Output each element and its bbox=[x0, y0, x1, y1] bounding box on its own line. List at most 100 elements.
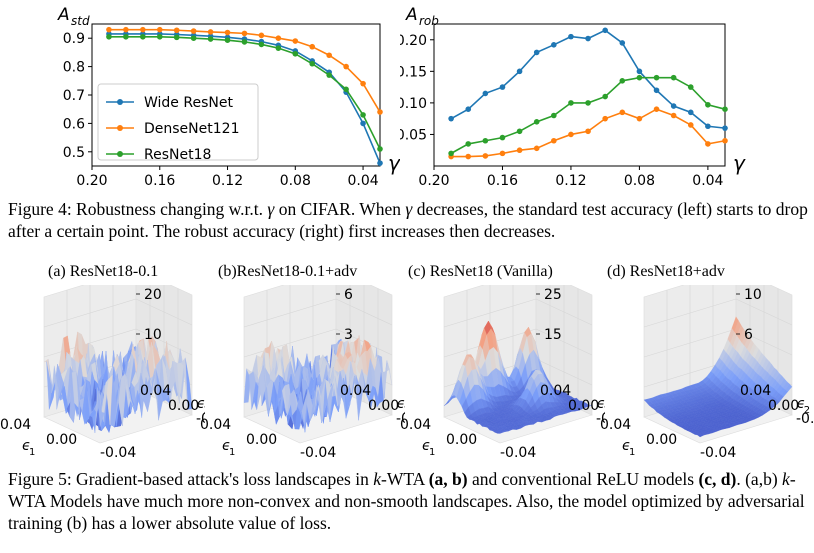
x-tick-label: 0.16 bbox=[487, 173, 518, 189]
data-point bbox=[551, 112, 557, 119]
data-point bbox=[533, 119, 540, 125]
e1-axis-label: ϵ bbox=[222, 438, 231, 454]
data-point bbox=[722, 137, 728, 144]
data-point bbox=[516, 147, 523, 154]
z-tick-label: 6 bbox=[344, 287, 353, 303]
e2-axis-label: ϵ bbox=[597, 396, 605, 412]
data-point bbox=[207, 36, 214, 42]
x-tick-label: 0.20 bbox=[76, 173, 107, 189]
std-accuracy-chart: 0.20 0.16 0.12 0.08 0.04 0.5 0.6 0.7 0.8 0.9 A std γ… bbox=[57, 5, 400, 189]
legend-marker bbox=[117, 99, 123, 105]
data-point bbox=[551, 42, 557, 48]
legend-marker bbox=[117, 125, 123, 131]
legend-label: Wide ResNet bbox=[144, 95, 233, 111]
data-point bbox=[705, 141, 711, 147]
series-line bbox=[450, 76, 726, 155]
e1-tick-label: 0.04 bbox=[400, 417, 431, 433]
x-tick-label: 0.04 bbox=[347, 173, 378, 189]
x-axis-label: γ bbox=[388, 151, 400, 175]
data-point bbox=[722, 125, 728, 131]
z-tick-label: 3 bbox=[344, 327, 353, 343]
x-tick-label: 0.12 bbox=[212, 173, 243, 189]
data-point bbox=[568, 100, 574, 106]
x-tick-label: 0.08 bbox=[624, 173, 655, 189]
data-point bbox=[568, 131, 574, 138]
e2-tick-label: 0.00 bbox=[368, 398, 399, 414]
e1-axis-sub: 1 bbox=[629, 447, 635, 458]
data-point bbox=[224, 37, 231, 43]
data-point bbox=[241, 39, 248, 45]
x-tick-label: 0.08 bbox=[280, 173, 311, 189]
data-point bbox=[636, 115, 643, 122]
data-point bbox=[670, 103, 677, 109]
y-axis-label: A bbox=[57, 5, 70, 25]
subplot-title-c: (c) ResNet18 (Vanilla) bbox=[408, 263, 553, 280]
x-tick-label: 0.20 bbox=[418, 173, 449, 189]
legend-label: ResNet18 bbox=[144, 147, 211, 163]
e1-tick-label: 0.00 bbox=[446, 432, 477, 448]
data-point bbox=[568, 33, 574, 40]
data-point bbox=[123, 33, 129, 40]
subplot-title-d: (d) ResNet18+adv bbox=[607, 263, 725, 280]
e2-axis-sub: 2 bbox=[404, 405, 405, 416]
figure5-caption: Figure 5: Gradient-based attack's loss l… bbox=[8, 469, 805, 533]
data-point bbox=[156, 33, 163, 40]
e1-tick-label: 0.00 bbox=[646, 432, 677, 448]
data-point bbox=[619, 109, 626, 116]
e2-tick-label: 0.00 bbox=[568, 398, 599, 414]
y-tick-label: 0.15 bbox=[400, 64, 427, 80]
e1-axis-label: ϵ bbox=[622, 438, 631, 454]
data-point bbox=[636, 68, 643, 75]
data-point bbox=[619, 78, 626, 84]
e2-axis-label: ϵ bbox=[197, 396, 205, 412]
data-point bbox=[173, 34, 180, 41]
legend bbox=[97, 83, 259, 161]
x-tick-label: 0.04 bbox=[692, 173, 723, 189]
z-tick-label: 6 bbox=[744, 327, 753, 343]
e2-axis-sub: 2 bbox=[804, 405, 810, 416]
y-axis-label: A bbox=[405, 5, 418, 25]
e2-tick-label: 0.00 bbox=[768, 398, 799, 414]
data-point bbox=[499, 84, 506, 90]
e1-tick-label: 0.04 bbox=[0, 417, 31, 433]
surface-mesh bbox=[43, 331, 193, 434]
surface-mesh bbox=[243, 335, 393, 433]
e2-axis-label: ϵ bbox=[797, 396, 806, 412]
x-tick-label: 0.12 bbox=[555, 173, 586, 189]
y-tick-label: 0.20 bbox=[400, 33, 427, 49]
e2-tick-label: 0.04 bbox=[340, 383, 371, 399]
data-point bbox=[653, 106, 660, 112]
data-point bbox=[190, 35, 197, 41]
e2-tick-label: -0.04 bbox=[796, 411, 814, 427]
e1-axis-label: ϵ bbox=[22, 438, 31, 454]
e1-axis-sub: 1 bbox=[229, 447, 235, 458]
data-point bbox=[465, 153, 472, 160]
data-point bbox=[602, 93, 608, 100]
e1-tick-label: -0.04 bbox=[100, 445, 136, 460]
e2-axis-sub: 2 bbox=[204, 405, 205, 416]
data-point bbox=[619, 40, 626, 46]
data-point bbox=[258, 32, 265, 39]
data-point bbox=[653, 87, 660, 94]
e2-tick-label: 0.04 bbox=[740, 383, 771, 399]
e1-tick-label: 0.04 bbox=[600, 417, 631, 433]
data-point bbox=[722, 106, 728, 112]
z-tick-label: 10 bbox=[144, 327, 162, 343]
data-point bbox=[636, 74, 643, 81]
data-point bbox=[585, 128, 591, 135]
y-axis-label-sub: rob bbox=[419, 14, 439, 28]
data-point bbox=[326, 72, 332, 78]
data-point bbox=[705, 123, 711, 130]
data-point bbox=[258, 41, 265, 48]
z-tick-label: 25 bbox=[544, 287, 562, 303]
data-point bbox=[360, 80, 366, 87]
e1-axis-label: ϵ bbox=[422, 438, 431, 454]
data-point bbox=[499, 150, 506, 157]
y-tick-label: 0.6 bbox=[63, 116, 85, 132]
data-point bbox=[465, 106, 472, 112]
subplot-title-a: (a) ResNet18-0.1 bbox=[48, 263, 159, 280]
data-point bbox=[499, 134, 506, 141]
data-point bbox=[106, 26, 112, 33]
legend-label: DenseNet121 bbox=[144, 121, 239, 137]
